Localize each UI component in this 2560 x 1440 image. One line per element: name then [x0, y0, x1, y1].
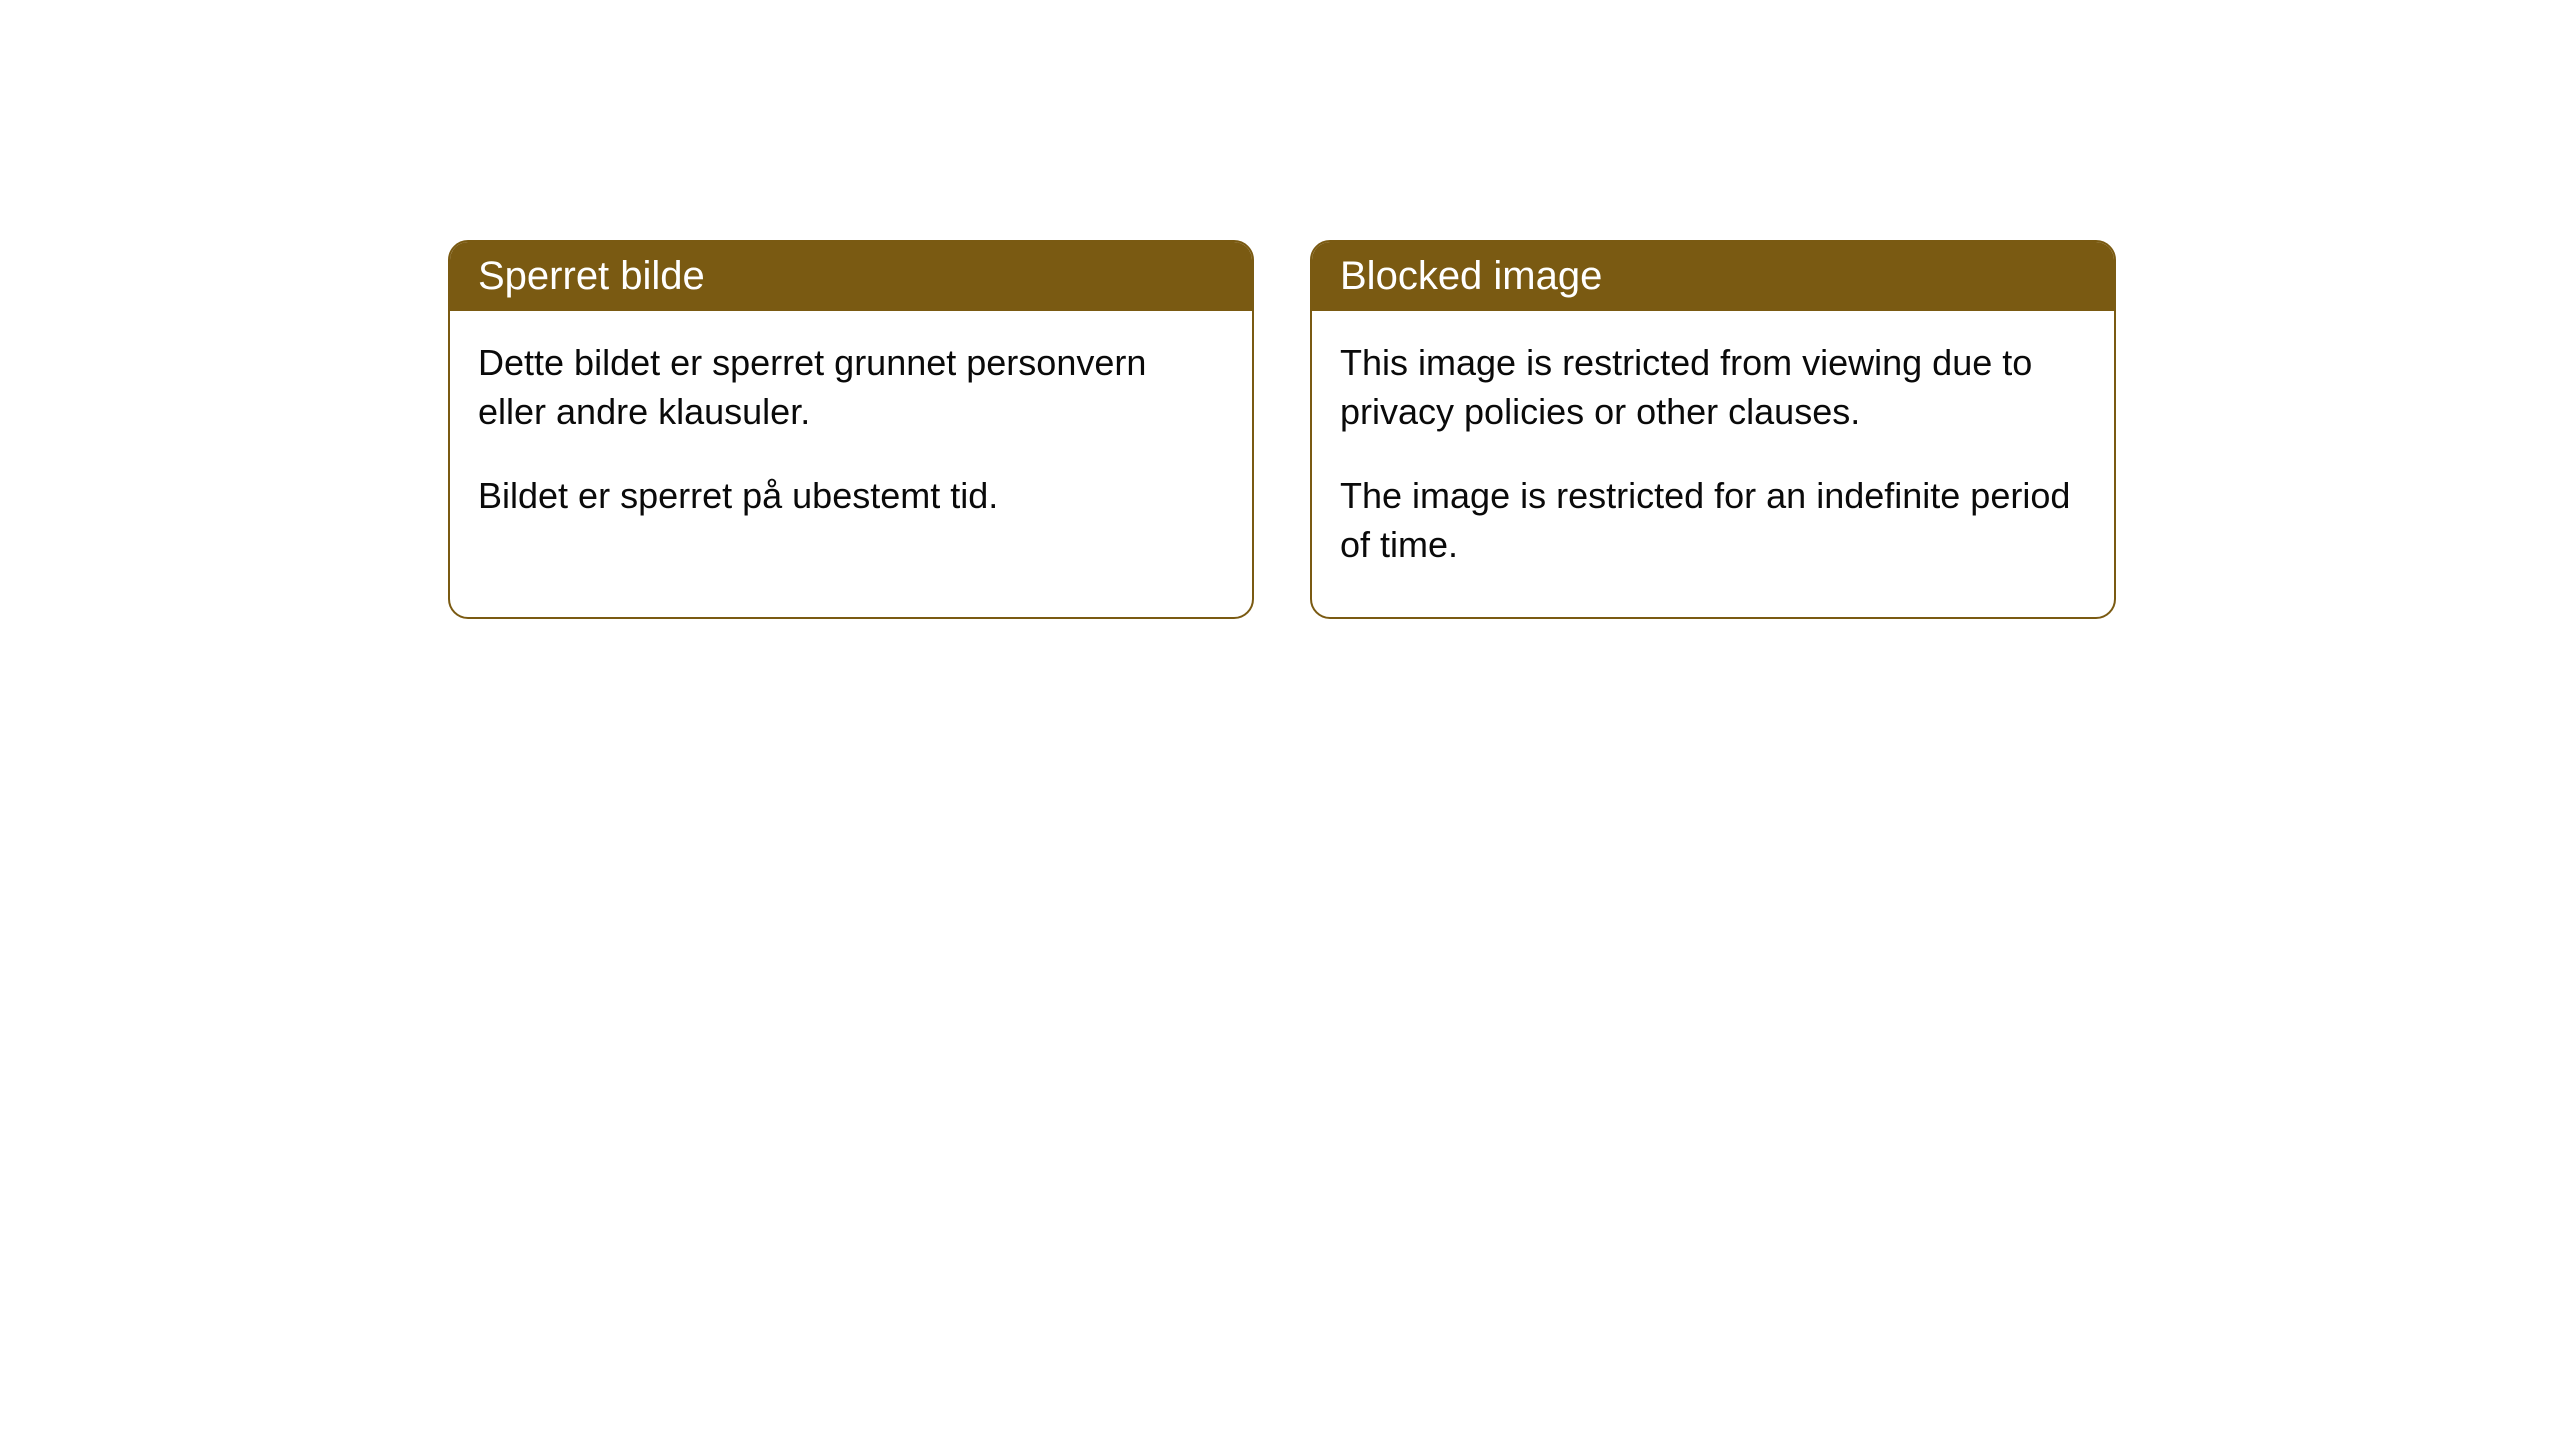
card-header-norwegian: Sperret bilde [450, 242, 1252, 311]
card-paragraph: Dette bildet er sperret grunnet personve… [478, 339, 1224, 436]
card-english: Blocked image This image is restricted f… [1310, 240, 2116, 619]
cards-container: Sperret bilde Dette bildet er sperret gr… [448, 240, 2116, 619]
card-paragraph: The image is restricted for an indefinit… [1340, 472, 2086, 569]
card-paragraph: Bildet er sperret på ubestemt tid. [478, 472, 1224, 521]
card-body-english: This image is restricted from viewing du… [1312, 311, 2114, 617]
card-norwegian: Sperret bilde Dette bildet er sperret gr… [448, 240, 1254, 619]
card-paragraph: This image is restricted from viewing du… [1340, 339, 2086, 436]
card-body-norwegian: Dette bildet er sperret grunnet personve… [450, 311, 1252, 569]
card-header-english: Blocked image [1312, 242, 2114, 311]
